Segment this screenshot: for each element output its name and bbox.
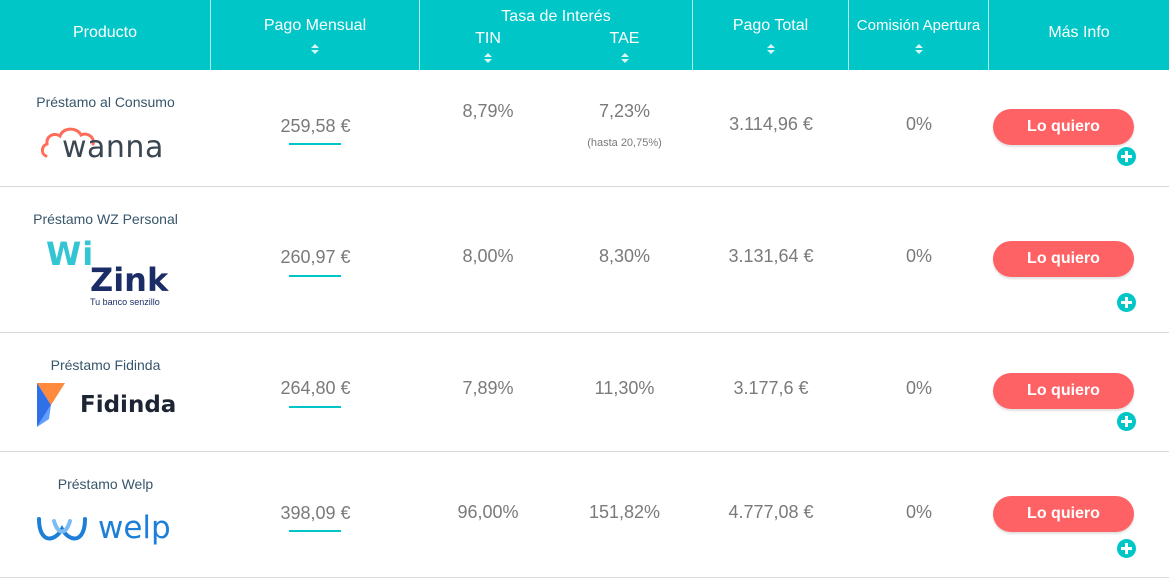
header-col-comision[interactable]: Comisión Apertura — [849, 0, 989, 70]
monthly-payment: 260,97 € — [280, 247, 351, 267]
monthly-underline — [289, 530, 341, 532]
sort-icon[interactable] — [766, 44, 775, 54]
total-payment: 3.114,96 € — [729, 114, 813, 134]
table-row: Préstamo Fidinda Fidinda 264,80 € 7,89% … — [0, 333, 1169, 452]
wizink-logo: Wi Zink Tu banco senzillo — [44, 235, 174, 311]
monthly-payment: 398,09 € — [280, 503, 351, 523]
wanna-logo: wanna — [40, 120, 175, 165]
header-comision-label: Comisión Apertura — [856, 17, 981, 34]
table-row: Préstamo Welp welp 398,09 € 96,00% 151,8… — [0, 452, 1169, 578]
opening-fee: 0% — [905, 502, 932, 522]
fidinda-mark-icon — [37, 383, 65, 427]
more-info-plus-icon[interactable] — [1117, 147, 1136, 166]
header-tin-label: TIN — [475, 30, 501, 47]
header-tae[interactable]: TAE — [556, 0, 693, 70]
sort-icon[interactable] — [620, 53, 629, 63]
tin-value: 7,89% — [462, 378, 514, 398]
fidinda-logo-text: Fidinda — [80, 392, 177, 418]
tae-value: 11,30% — [594, 378, 655, 398]
total-payment: 3.177,6 € — [733, 378, 809, 398]
table-header: Producto Pago Mensual Tasa de Interés TI… — [0, 0, 1169, 70]
fidinda-logo: Fidinda — [35, 383, 180, 427]
tae-value: 8,30% — [598, 246, 651, 266]
header-col-mas-info: Más Info — [989, 0, 1169, 70]
opening-fee: 0% — [905, 246, 932, 266]
tin-value: 8,00% — [462, 246, 514, 266]
sort-icon[interactable] — [914, 44, 923, 54]
header-col-pago-total[interactable]: Pago Total — [693, 0, 849, 70]
sort-icon[interactable] — [484, 53, 492, 63]
header-mas-info-label: Más Info — [1048, 24, 1110, 41]
opening-fee: 0% — [905, 114, 932, 134]
cloud-logo-icon — [40, 127, 95, 158]
product-name: Préstamo al Consumo — [36, 94, 175, 110]
welp-logo: welp — [36, 510, 181, 550]
tin-value: 96,00% — [457, 502, 519, 522]
header-tin[interactable]: TIN — [420, 0, 556, 70]
product-name: Préstamo WZ Personal — [33, 211, 178, 227]
header-pago-total-label: Pago Total — [732, 17, 809, 34]
table-row: Préstamo al Consumo wanna 259,58 € 8,79%… — [0, 70, 1169, 187]
tae-value: 7,23% — [598, 101, 651, 121]
monthly-underline — [289, 143, 341, 145]
header-tasa-label: Tasa de Interés — [501, 8, 611, 25]
opening-fee: 0% — [905, 378, 932, 398]
header-col-pago-mensual[interactable]: Pago Mensual — [211, 0, 420, 70]
header-pago-mensual-label: Pago Mensual — [263, 17, 367, 34]
table-row: Préstamo WZ Personal Wi Zink Tu banco se… — [0, 187, 1169, 333]
monthly-underline — [289, 275, 341, 277]
monthly-payment: 259,58 € — [280, 116, 351, 136]
more-info-plus-icon[interactable] — [1117, 412, 1136, 431]
product-name: Préstamo Welp — [57, 476, 154, 492]
wizink-logo-tagline: Tu banco senzillo — [90, 297, 160, 307]
header-tae-label: TAE — [609, 30, 640, 47]
welp-logo-text: welp — [98, 510, 171, 546]
wizink-logo-wi: Wi — [46, 235, 95, 273]
tae-note: (hasta 20,75%) — [587, 137, 662, 149]
welp-mark-icon — [37, 517, 87, 541]
wizink-logo-zink: Zink — [90, 261, 169, 299]
product-name: Préstamo Fidinda — [50, 357, 161, 373]
lo-quiero-button[interactable]: Lo quiero — [993, 109, 1134, 145]
lo-quiero-button[interactable]: Lo quiero — [993, 373, 1134, 409]
sort-icon[interactable] — [311, 44, 319, 54]
total-payment: 3.131,64 € — [728, 246, 814, 266]
header-col-tasa: Tasa de Interés TIN TAE — [420, 0, 693, 70]
lo-quiero-button[interactable]: Lo quiero — [993, 496, 1134, 532]
more-info-plus-icon[interactable] — [1117, 539, 1136, 558]
header-producto-label: Producto — [72, 24, 138, 41]
tae-value: 151,82% — [588, 502, 661, 522]
more-info-plus-icon[interactable] — [1117, 293, 1136, 312]
header-col-producto: Producto — [0, 0, 211, 70]
total-payment: 4.777,08 € — [728, 502, 814, 522]
monthly-underline — [289, 406, 341, 408]
lo-quiero-button[interactable]: Lo quiero — [993, 241, 1134, 277]
wanna-logo-text: wanna — [62, 130, 164, 165]
tin-value: 8,79% — [462, 101, 514, 121]
monthly-payment: 264,80 € — [280, 378, 351, 398]
